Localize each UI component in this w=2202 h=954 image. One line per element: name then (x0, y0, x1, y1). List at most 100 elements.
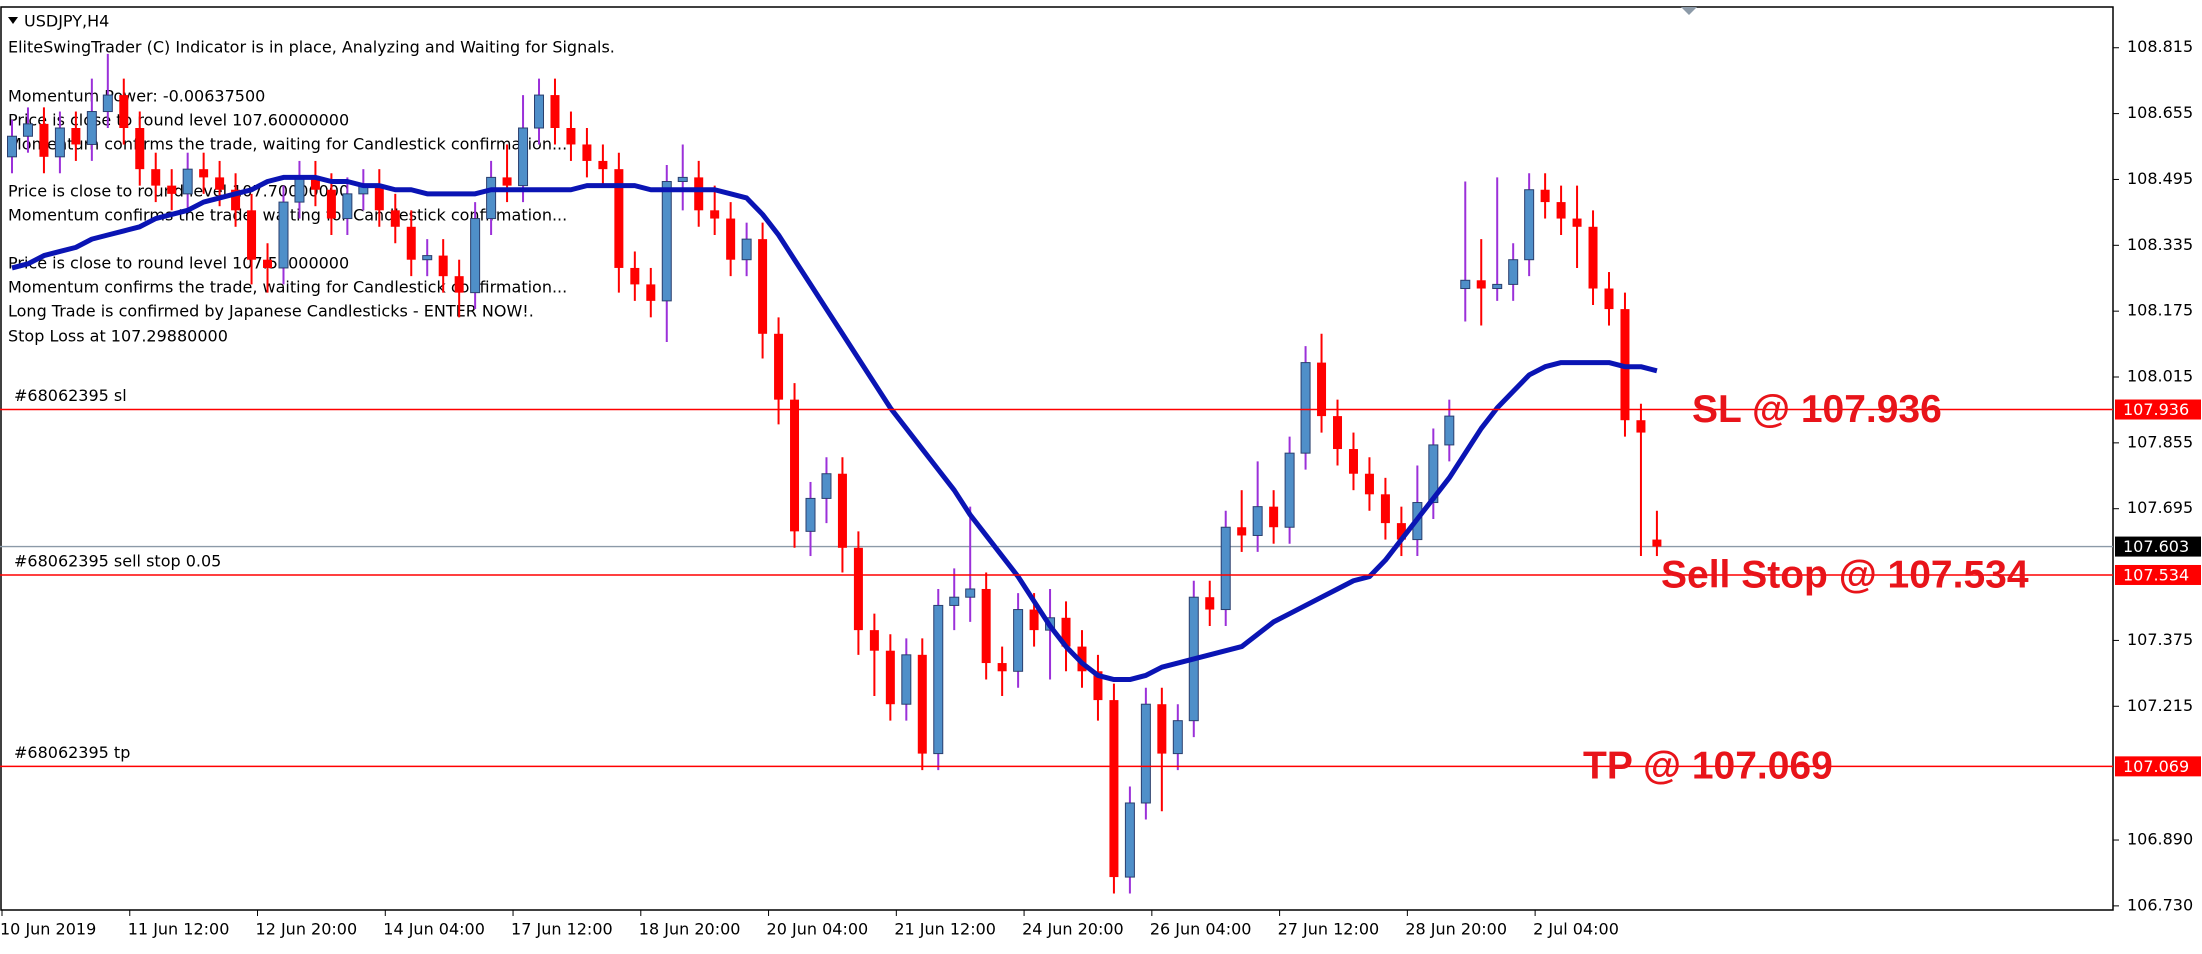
candle-body (1013, 609, 1024, 672)
candle-body (630, 267, 640, 285)
indicator-text: Momentum confirms the trade, waiting for… (8, 135, 567, 154)
indicator-text: Long Trade is confirmed by Japanese Cand… (8, 302, 534, 321)
candle-body (805, 497, 816, 532)
x-tick-label: 18 Jun 20:00 (639, 920, 741, 939)
x-tick-label: 28 Jun 20:00 (1405, 920, 1507, 939)
x-tick-label: 27 Jun 12:00 (1278, 920, 1380, 939)
symbol-label: USDJPY,H4 (24, 12, 109, 31)
candle-body (1093, 671, 1103, 701)
candle-body (1652, 539, 1662, 547)
x-tick-label: 10 Jun 2019 (0, 920, 96, 939)
candle-body (821, 473, 832, 499)
candle-body (1380, 494, 1390, 524)
candle-body (502, 177, 512, 186)
order-price-label: 107.069 (2123, 757, 2189, 776)
candle-body (119, 95, 129, 129)
candle-body (39, 123, 49, 157)
candle-body (454, 276, 464, 293)
candle-body (997, 663, 1007, 672)
candle-body (102, 94, 113, 113)
y-tick-label: 108.015 (2127, 367, 2193, 386)
candle-body (1508, 259, 1519, 285)
candle-body (1572, 218, 1582, 227)
candle-body (294, 176, 305, 203)
y-tick-label: 108.335 (2127, 235, 2193, 254)
candle-body (566, 128, 576, 145)
indicator-text: Stop Loss at 107.29880000 (8, 327, 228, 346)
candle-body (1284, 452, 1295, 528)
order-price-label: 107.534 (2123, 565, 2189, 584)
candle-body (1252, 506, 1263, 536)
candle-body (342, 193, 353, 220)
y-tick-label: 106.890 (2127, 830, 2193, 849)
candle-body (1172, 720, 1183, 755)
candle-body (741, 238, 752, 261)
candle-body (1396, 523, 1406, 540)
candle-body (1205, 597, 1215, 610)
x-tick-label: 11 Jun 12:00 (128, 920, 230, 939)
candle-body (71, 128, 81, 145)
candle-body (151, 169, 161, 186)
y-tick-label: 106.730 (2127, 895, 2193, 914)
candle-body (646, 284, 656, 301)
candle-body (885, 650, 895, 705)
y-tick-label: 107.855 (2127, 432, 2193, 451)
candle-body (1636, 420, 1646, 433)
candle-body (1220, 526, 1231, 611)
candle-body (1061, 617, 1071, 647)
candle-body (582, 144, 592, 161)
candle-body (1364, 473, 1374, 495)
candle-body (1492, 283, 1503, 290)
candle-body (1348, 449, 1358, 474)
candle-body (1124, 802, 1135, 878)
candle-body (933, 604, 944, 755)
x-tick-label: 12 Jun 20:00 (256, 920, 358, 939)
candle-body (406, 226, 416, 260)
candle-body (390, 210, 400, 227)
candle-body (1444, 415, 1455, 446)
candle-body (486, 176, 497, 220)
candle-body (7, 135, 17, 158)
candle-body (1333, 416, 1343, 450)
shift-marker (1681, 7, 1697, 15)
candle-body (1140, 703, 1151, 804)
candle-body (981, 588, 991, 664)
candle-body (167, 185, 177, 194)
candle-body (726, 218, 736, 260)
order-annotation: SL @ 107.936 (1692, 388, 1942, 431)
y-tick-label: 108.495 (2127, 169, 2193, 188)
candle-body (710, 210, 720, 219)
candle-body (534, 94, 545, 129)
candle-body (310, 177, 320, 190)
candle-body (614, 169, 624, 268)
x-tick-label: 26 Jun 04:00 (1150, 920, 1252, 939)
candle-body (1237, 527, 1247, 536)
y-tick-label: 107.375 (2127, 630, 2193, 649)
moving-average (11, 174, 1658, 683)
candle-body (199, 169, 209, 178)
candle-body (869, 630, 879, 651)
candle-body (917, 654, 927, 754)
y-tick-label: 108.175 (2127, 301, 2193, 320)
candle-body (247, 210, 257, 260)
y-tick-label: 107.695 (2127, 498, 2193, 517)
y-tick-label: 107.215 (2127, 696, 2193, 715)
order-price-box (2115, 564, 2201, 585)
candle-body (661, 181, 672, 302)
candle-body (215, 177, 225, 190)
candle-body (470, 218, 481, 294)
x-tick-label: 24 Jun 20:00 (1022, 920, 1124, 939)
candle-body (22, 123, 33, 137)
candle-body (901, 654, 912, 705)
candle-body (1460, 279, 1471, 290)
x-tick-label: 20 Jun 04:00 (767, 920, 869, 939)
candle-body (965, 588, 976, 598)
candle-body (1588, 226, 1598, 289)
candle-body (86, 111, 97, 145)
candle-body (278, 201, 289, 269)
candle-body (1269, 506, 1279, 528)
order-price-box (2115, 756, 2201, 777)
candle-body (1476, 280, 1486, 289)
